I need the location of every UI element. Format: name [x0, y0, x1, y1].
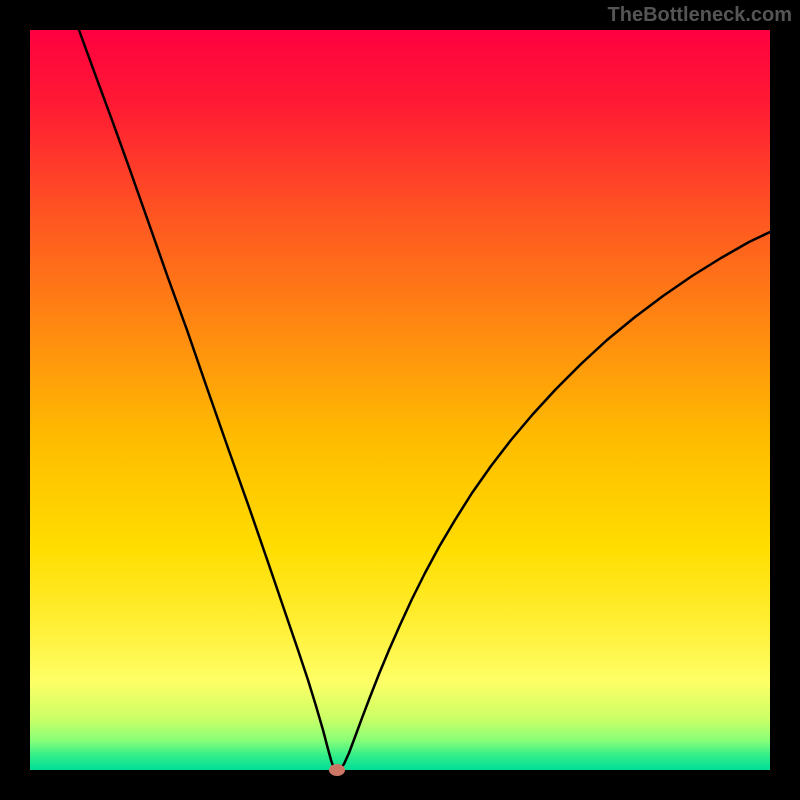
- chart-container: TheBottleneck.com: [0, 0, 800, 800]
- watermark-text: TheBottleneck.com: [608, 4, 792, 27]
- plot-background: [30, 30, 770, 770]
- bottleneck-chart: [0, 0, 800, 800]
- optimal-point-marker: [329, 764, 345, 776]
